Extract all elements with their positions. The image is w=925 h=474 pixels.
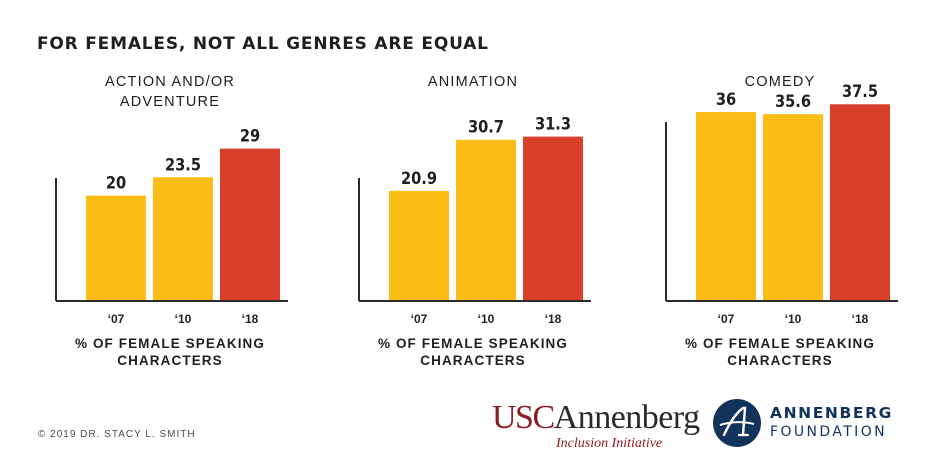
bar: [830, 104, 890, 300]
foundation-wordmark-line: FOUNDATION: [770, 424, 887, 440]
x-axis-label: % OF FEMALE SPEAKING CHARACTERS: [343, 335, 603, 369]
usc-annenberg-wordmark: USCAnnenberg: [492, 398, 700, 438]
bar: [696, 112, 756, 300]
inclusion-initiative-text: Inclusion Initiative: [556, 436, 663, 451]
x-axis-label-line: CHARACTERS: [727, 353, 833, 368]
chart-title-line: ADVENTURE: [119, 94, 221, 110]
bar: [523, 136, 583, 300]
bar-value-label: 35.6: [775, 91, 811, 111]
chart-title-line: COMEDY: [744, 74, 816, 90]
bar: [153, 177, 213, 300]
bar-chart-action: 20 ‘07 23.5 ‘10 29 ‘18: [55, 126, 288, 326]
x-axis-label-line: % OF FEMALE SPEAKING: [684, 336, 875, 351]
x-axis-label-line: CHARACTERS: [420, 353, 526, 368]
x-tick-label: ‘10: [175, 312, 192, 326]
bar-value-label: 20: [106, 173, 126, 193]
x-tick-label: ‘10: [478, 312, 495, 326]
x-tick-label: ‘18: [852, 312, 869, 326]
x-axis-label-line: % OF FEMALE SPEAKING: [74, 336, 265, 351]
annenberg-wordmark: Annenberg: [553, 399, 700, 436]
bar-value-label: 30.7: [468, 117, 504, 137]
bar-value-label: 29: [240, 126, 260, 146]
bar: [86, 195, 146, 300]
x-tick-label: ‘07: [411, 312, 428, 326]
chart-title: ANIMATION: [343, 72, 603, 92]
bar: [389, 190, 449, 300]
bar-value-label: 31.3: [535, 114, 571, 134]
bar-value-label: 23.5: [165, 154, 201, 174]
bar-value-label: 37.5: [842, 81, 878, 101]
bar-chart-animation: 20.9 ‘07 30.7 ‘10 31.3 ‘18: [358, 114, 591, 326]
chart-title-line: ANIMATION: [427, 74, 519, 90]
main-title: FOR FEMALES, NOT ALL GENRES ARE EQUAL: [37, 34, 489, 54]
x-axis-label: % OF FEMALE SPEAKING CHARACTERS: [650, 335, 910, 369]
bar-chart-comedy: 36 ‘07 35.6 ‘10 37.5 ‘18: [665, 81, 898, 326]
annenberg-foundation-logo: ANNENBERG FOUNDATION: [712, 398, 902, 450]
x-tick-label: ‘18: [545, 312, 562, 326]
x-tick-label: ‘18: [242, 312, 259, 326]
x-tick-label: ‘07: [718, 312, 735, 326]
chart-title-line: ACTION AND/OR: [105, 74, 235, 90]
annenberg-foundation-emblem-icon: [713, 399, 761, 447]
chart-title: ACTION AND/OR ADVENTURE: [40, 72, 300, 112]
usc-wordmark: USC: [492, 399, 555, 436]
chart-panel-action: ACTION AND/OR ADVENTURE 20 ‘07 23.5 ‘10 29 ‘1…: [40, 70, 300, 370]
x-tick-label: ‘07: [108, 312, 125, 326]
bar-value-label: 20.9: [401, 168, 437, 188]
bar-value-label: 36: [716, 89, 736, 109]
x-tick-label: ‘10: [785, 312, 802, 326]
bar: [220, 148, 280, 300]
x-axis-label-line: % OF FEMALE SPEAKING: [377, 336, 568, 351]
bar: [456, 139, 516, 300]
foundation-wordmark-line: ANNENBERG: [770, 404, 893, 422]
chart-title: COMEDY: [650, 72, 910, 92]
bar: [763, 114, 823, 300]
x-axis-label: % OF FEMALE SPEAKING CHARACTERS: [40, 335, 300, 369]
chart-panel-animation: ANIMATION 20.9 ‘07 30.7 ‘10 31.3 ‘18 % OF FEM…: [343, 70, 603, 370]
usc-annenberg-logo: USCAnnenberg Inclusion Initiative: [492, 398, 702, 458]
copyright-text: © 2019 DR. STACY L. SMITH: [38, 429, 196, 440]
foundation-wordmark: ANNENBERG FOUNDATION: [770, 404, 893, 442]
x-axis-label-line: CHARACTERS: [117, 353, 223, 368]
chart-panel-comedy: COMEDY 36 ‘07 35.6 ‘10 37.5 ‘18 % OF FEMALE S…: [650, 70, 910, 370]
